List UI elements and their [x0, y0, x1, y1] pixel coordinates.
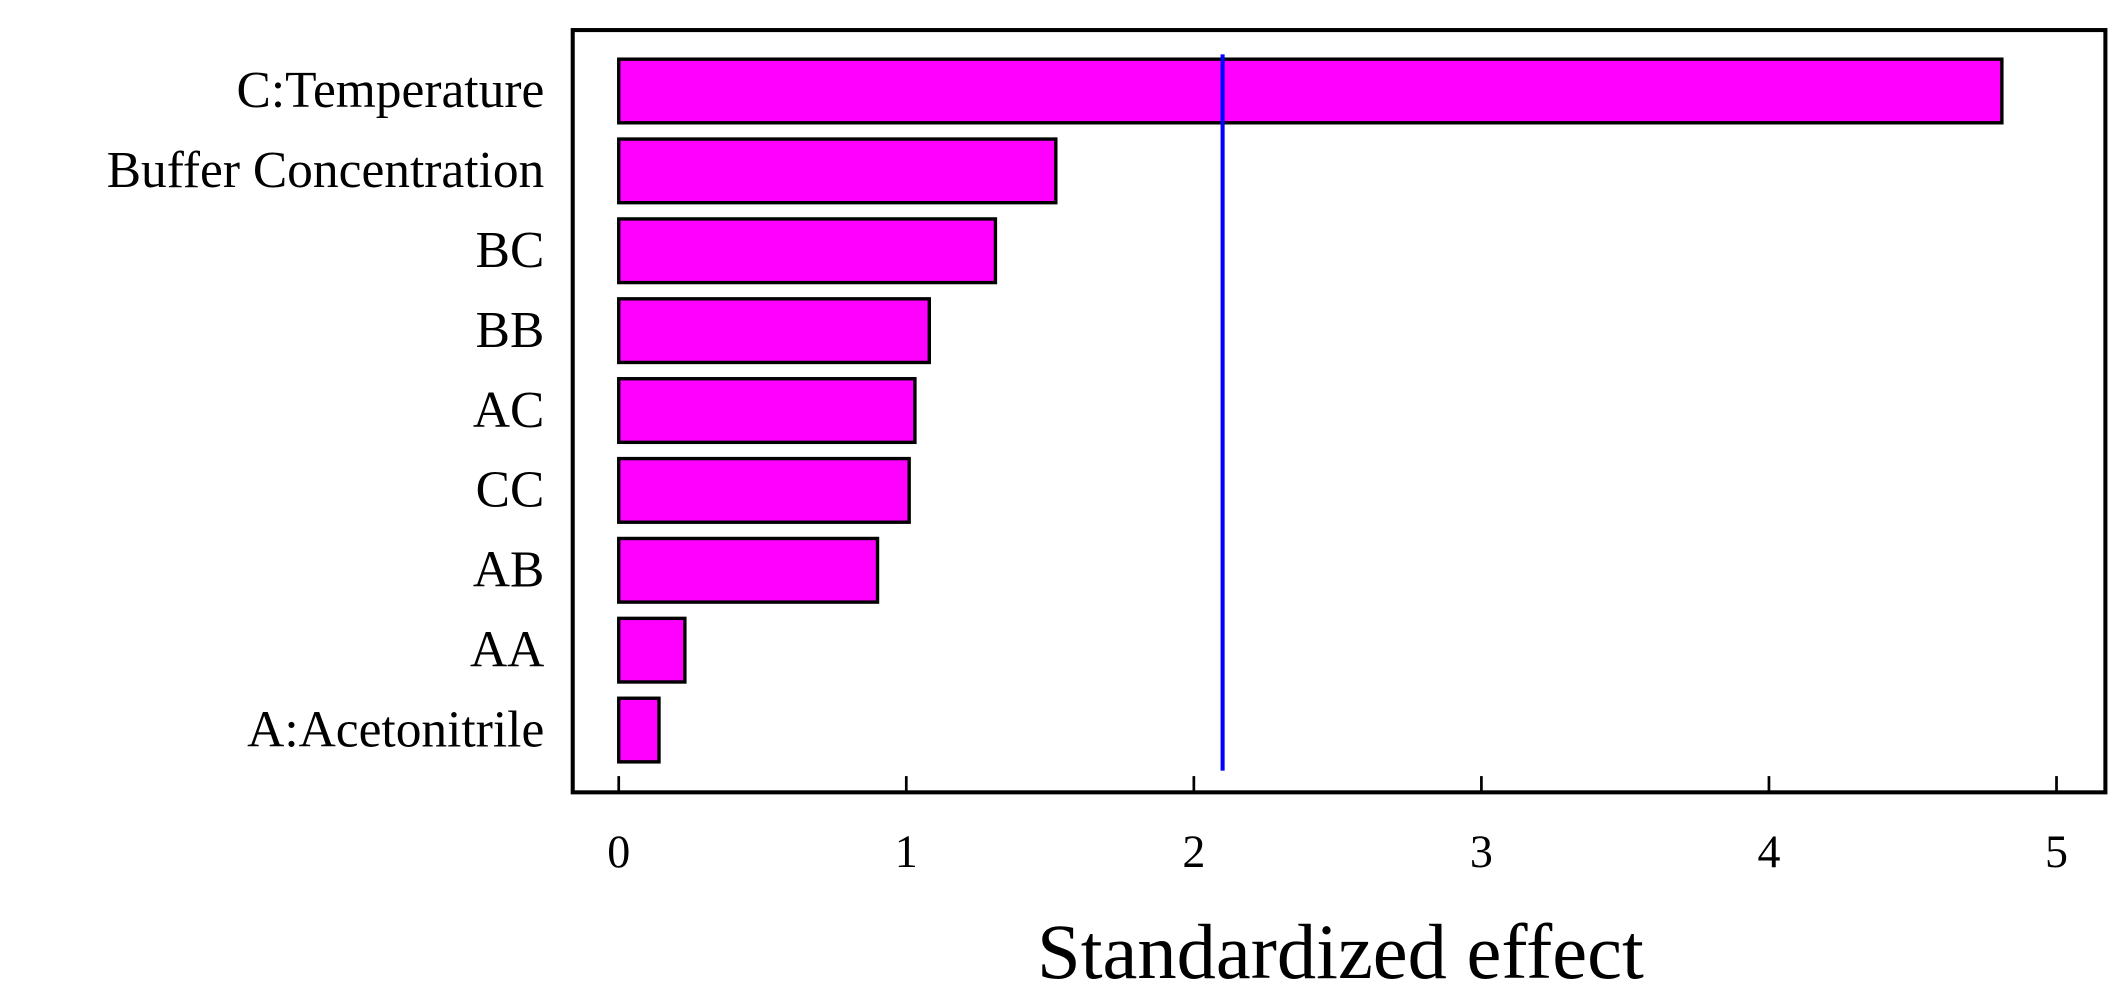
bar	[617, 456, 911, 524]
bar	[617, 696, 661, 764]
y-tick-label: C:Temperature	[237, 62, 545, 119]
x-tick-label: 1	[895, 826, 918, 877]
y-tick-label: CC	[476, 462, 545, 519]
bar	[617, 536, 880, 604]
y-tick-label: AB	[473, 542, 544, 599]
x-tick-label: 2	[1182, 826, 1205, 877]
bar	[617, 217, 998, 285]
y-tick-label: BC	[476, 222, 545, 279]
plot-frame	[570, 28, 2108, 795]
x-axis-title: Standardized effect	[1037, 908, 1644, 993]
bar	[617, 297, 931, 365]
x-tick-label: 3	[1470, 826, 1493, 877]
y-tick-label: A:Acetonitrile	[247, 701, 544, 758]
bar	[617, 57, 2004, 125]
bar	[617, 137, 1058, 205]
bar	[617, 616, 687, 684]
x-tick-label: 4	[1757, 826, 1780, 877]
x-tick-label: 5	[2045, 826, 2068, 877]
y-tick-label: AA	[470, 621, 544, 678]
bar	[617, 377, 917, 445]
x-tick-label: 0	[607, 826, 630, 877]
y-tick-label: BB	[476, 302, 545, 359]
y-tick-label: AC	[473, 382, 544, 439]
y-tick-label: Buffer Concentration	[107, 142, 545, 199]
